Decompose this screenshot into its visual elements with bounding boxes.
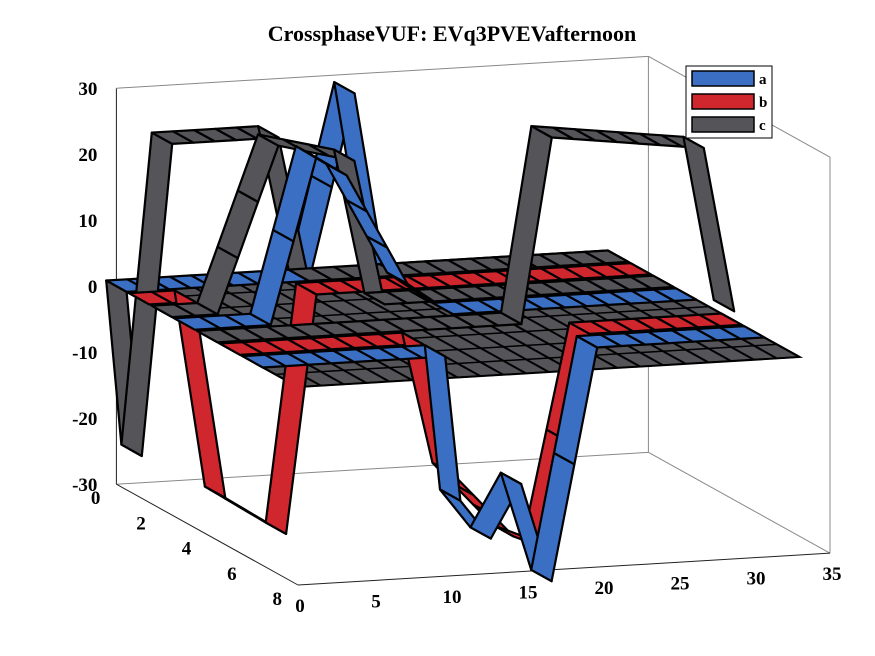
z-tick-label: -10 (72, 343, 97, 364)
x-tick-label: 0 (295, 596, 305, 617)
legend-swatch-a (691, 70, 755, 87)
y-tick-label: 6 (227, 564, 237, 585)
x-tick-label: 5 (371, 591, 381, 612)
legend-entry-b: b (691, 93, 767, 111)
x-tick-label: 20 (595, 578, 614, 599)
axis-edge-7 (297, 552, 831, 586)
grid-line-y (297, 356, 800, 388)
legend-label-b: b (759, 95, 767, 111)
legend-label-c: c (759, 118, 766, 134)
axis-edge-6 (648, 451, 831, 554)
grid-line-y (275, 343, 777, 376)
x-tick-label: 35 (823, 564, 842, 585)
y-tick-label: 8 (273, 589, 283, 610)
ribbon-facet (629, 274, 675, 290)
z-tick-label: 20 (78, 145, 97, 166)
ribbon-c (195, 124, 736, 344)
ribbon-facet (718, 325, 766, 340)
y-tick-label: 0 (91, 488, 101, 509)
ribbon-b (127, 262, 653, 536)
z-tick-label: -20 (72, 409, 97, 430)
ribbon-facet (652, 287, 698, 303)
x-tick-label: 30 (747, 569, 766, 590)
z-tick-label: 0 (88, 277, 98, 298)
legend-entry-a: a (691, 70, 767, 88)
ribbon-facet (216, 189, 260, 260)
legend-swatch-c (691, 116, 755, 133)
ribbon-facet (607, 262, 653, 277)
ribbons (105, 80, 766, 583)
legend-label-a: a (759, 72, 767, 88)
x-tick-label: 25 (671, 573, 690, 594)
legend-swatch-b (691, 93, 755, 110)
legend-entry-c: c (691, 116, 766, 134)
x-tick-label: 10 (443, 587, 462, 608)
ribbon-facet (583, 249, 630, 265)
z-tick-label: 10 (78, 211, 97, 232)
y-tick-label: 4 (182, 539, 192, 560)
chart-title: CrossphaseVUF: EVq3PVEVafternoon (268, 21, 637, 46)
axis-edge-8 (116, 483, 299, 586)
y-tick-label: 2 (136, 513, 146, 534)
ribbon-facet (698, 312, 743, 328)
ribbon-facet (682, 135, 736, 313)
ribbon-a (241, 325, 766, 583)
tick-labels: 0 5 10 15 20 25 30 35 0 2 4 6 8 30 20 10 0 -10 -20 -30 (72, 79, 841, 617)
x-tick-label: 15 (519, 582, 538, 603)
z-tick-label: 30 (78, 79, 97, 100)
legend: a b c (685, 65, 773, 139)
z-tick-label: -30 (72, 475, 97, 496)
axis-edge-3 (116, 55, 649, 89)
